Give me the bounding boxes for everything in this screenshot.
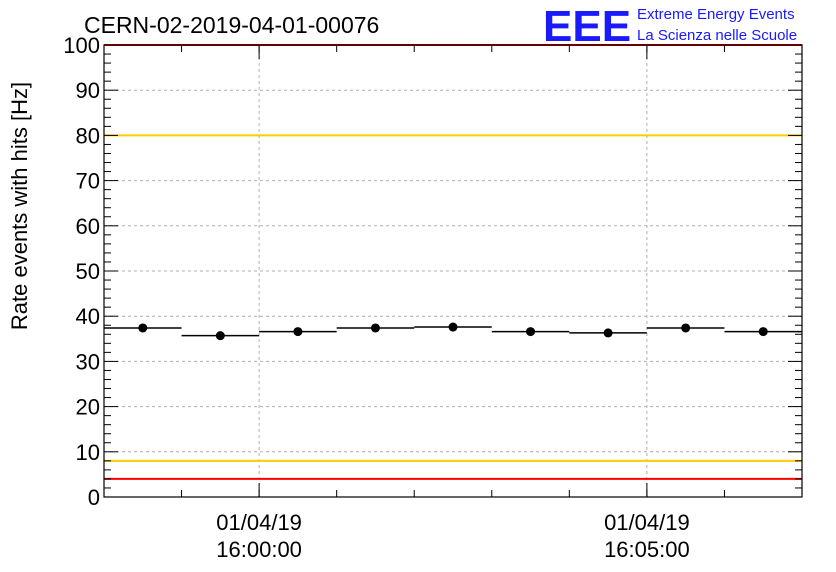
y-tick-label: 90 — [76, 78, 100, 103]
x-tick-date-label: 01/04/19 — [604, 510, 690, 535]
y-tick-label: 40 — [76, 304, 100, 329]
y-tick-label: 10 — [76, 440, 100, 465]
y-axis-label: Rate events with hits [Hz] — [7, 82, 32, 330]
chart-title: CERN-02-2019-04-01-00076 — [84, 12, 379, 38]
y-tick-label: 60 — [76, 214, 100, 239]
y-tick-label: 70 — [76, 169, 100, 194]
data-point — [758, 327, 768, 337]
y-tick-label: 50 — [76, 259, 100, 284]
y-tick-label: 100 — [63, 33, 100, 58]
data-point — [603, 328, 613, 338]
data-point — [215, 331, 225, 341]
data-point — [448, 322, 458, 332]
eee-logo: EEE Extreme Energy Events La Scienza nel… — [543, 2, 797, 51]
y-tick-label: 80 — [76, 123, 100, 148]
data-point — [526, 327, 536, 337]
data-point — [370, 323, 380, 333]
data-point — [293, 327, 303, 337]
y-tick-label: 0 — [88, 485, 100, 510]
x-tick-date-label: 01/04/19 — [216, 510, 302, 535]
y-tick-label: 20 — [76, 395, 100, 420]
y-tick-label: 30 — [76, 349, 100, 374]
logo-line-1: Extreme Energy Events — [637, 6, 795, 23]
logo-mark: EEE — [543, 2, 631, 51]
logo-line-2: La Scienza nelle Scuole — [637, 27, 797, 44]
data-point — [138, 323, 148, 333]
data-point — [681, 323, 691, 333]
x-tick-time-label: 16:00:00 — [216, 537, 302, 562]
x-tick-time-label: 16:05:00 — [604, 537, 690, 562]
